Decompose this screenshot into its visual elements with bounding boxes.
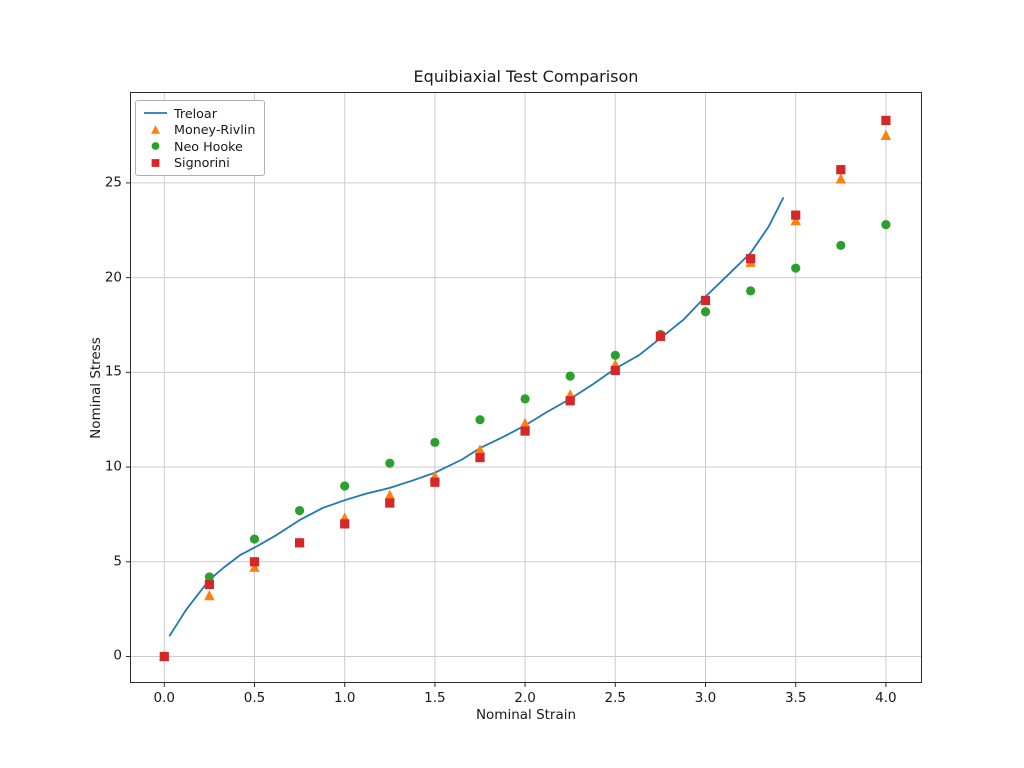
x-tick-label: 3.0: [694, 690, 717, 706]
marker-signorini: [204, 579, 214, 590]
marker-signorini: [520, 426, 530, 436]
marker-neo-hooke: [836, 240, 846, 251]
marker-signorini: [610, 365, 620, 376]
y-tick-label: 15: [104, 363, 122, 380]
marker-signorini: [430, 477, 440, 487]
marker-neo-hooke: [385, 458, 395, 468]
marker-neo-hooke: [610, 350, 620, 360]
legend-item-neo-hooke: Neo Hooke: [143, 138, 255, 155]
x-tick-label: 1.0: [333, 690, 356, 706]
marker-neo-hooke: [294, 506, 305, 516]
legend-item-money-rivlin: Money-Rivlin: [143, 122, 255, 139]
marker-money-rivlin: [474, 444, 486, 455]
marker-signorini: [700, 295, 711, 305]
marker-neo-hooke: [475, 415, 485, 425]
x-tick-label: 0.0: [153, 690, 176, 706]
marker-signorini: [746, 254, 756, 264]
marker-neo-hooke: [430, 437, 440, 448]
marker-money-rivlin: [204, 590, 215, 601]
marker-neo-hooke: [746, 286, 756, 296]
legend-item-treloar: Treloar: [143, 105, 255, 122]
x-tick-label: 3.5: [784, 690, 807, 706]
marker-signorini: [249, 557, 260, 567]
legend-label: Signorini: [174, 155, 230, 171]
x-tick-label: 2.0: [514, 690, 536, 706]
marker-neo-hooke: [340, 481, 350, 491]
y-tick-label: 0: [113, 647, 122, 664]
legend-label: Money-Rivlin: [174, 122, 256, 138]
legend: Treloar Money-Rivlin Neo Hooke Signorini: [135, 100, 266, 176]
marker-signorini: [385, 498, 395, 508]
y-axis-label: Nominal Stress: [88, 337, 104, 439]
legend-marker-sample: [151, 158, 160, 167]
plot-area: Treloar Money-Rivlin Neo Hooke Signorini: [130, 92, 922, 683]
square-swatch-icon: [143, 156, 168, 170]
marker-signorini: [565, 396, 575, 406]
x-tick-label: 0.5: [243, 690, 266, 706]
legend-marker-sample: [151, 142, 160, 151]
x-tick-label: 2.5: [604, 690, 627, 706]
x-tick-label: 1.5: [424, 690, 446, 706]
y-tick-label: 5: [113, 553, 122, 570]
y-tick-label: 10: [104, 458, 122, 475]
legend-label: Treloar: [174, 105, 217, 121]
marker-neo-hooke: [565, 371, 575, 381]
marker-signorini: [655, 331, 666, 341]
legend-marker-sample: [151, 124, 160, 134]
marker-money-rivlin: [880, 129, 892, 140]
marker-neo-hooke: [249, 534, 260, 544]
marker-signorini: [159, 651, 169, 662]
x-axis-label: Nominal Strain: [475, 707, 577, 723]
y-tick-label: 25: [104, 174, 122, 191]
triangle-up-swatch-icon: [143, 123, 168, 137]
marker-signorini: [294, 538, 305, 548]
marker-neo-hooke: [204, 572, 214, 582]
marker-money-rivlin: [249, 561, 260, 572]
marker-signorini: [475, 452, 485, 463]
marker-neo-hooke: [520, 394, 530, 404]
marker-neo-hooke: [791, 263, 801, 273]
marker-neo-hooke: [700, 307, 711, 317]
marker-money-rivlin: [790, 215, 801, 226]
marker-neo-hooke: [881, 219, 891, 230]
marker-money-rivlin: [835, 173, 847, 184]
marker-money-rivlin: [384, 489, 395, 500]
x-tick-label: 4.0: [875, 690, 897, 706]
legend-label: Neo Hooke: [174, 138, 243, 154]
marker-signorini: [791, 210, 801, 220]
circle-swatch-icon: [143, 139, 168, 153]
marker-signorini: [340, 519, 350, 529]
line-swatch-icon: [143, 106, 168, 120]
marker-signorini: [881, 115, 891, 126]
legend-item-signorini: Signorini: [143, 155, 255, 172]
marker-money-rivlin: [519, 417, 531, 428]
series-line-treloar: [168, 197, 784, 637]
marker-signorini: [836, 165, 846, 175]
y-tick-label: 20: [104, 269, 122, 286]
chart-title: Equibiaxial Test Comparison: [413, 67, 639, 86]
